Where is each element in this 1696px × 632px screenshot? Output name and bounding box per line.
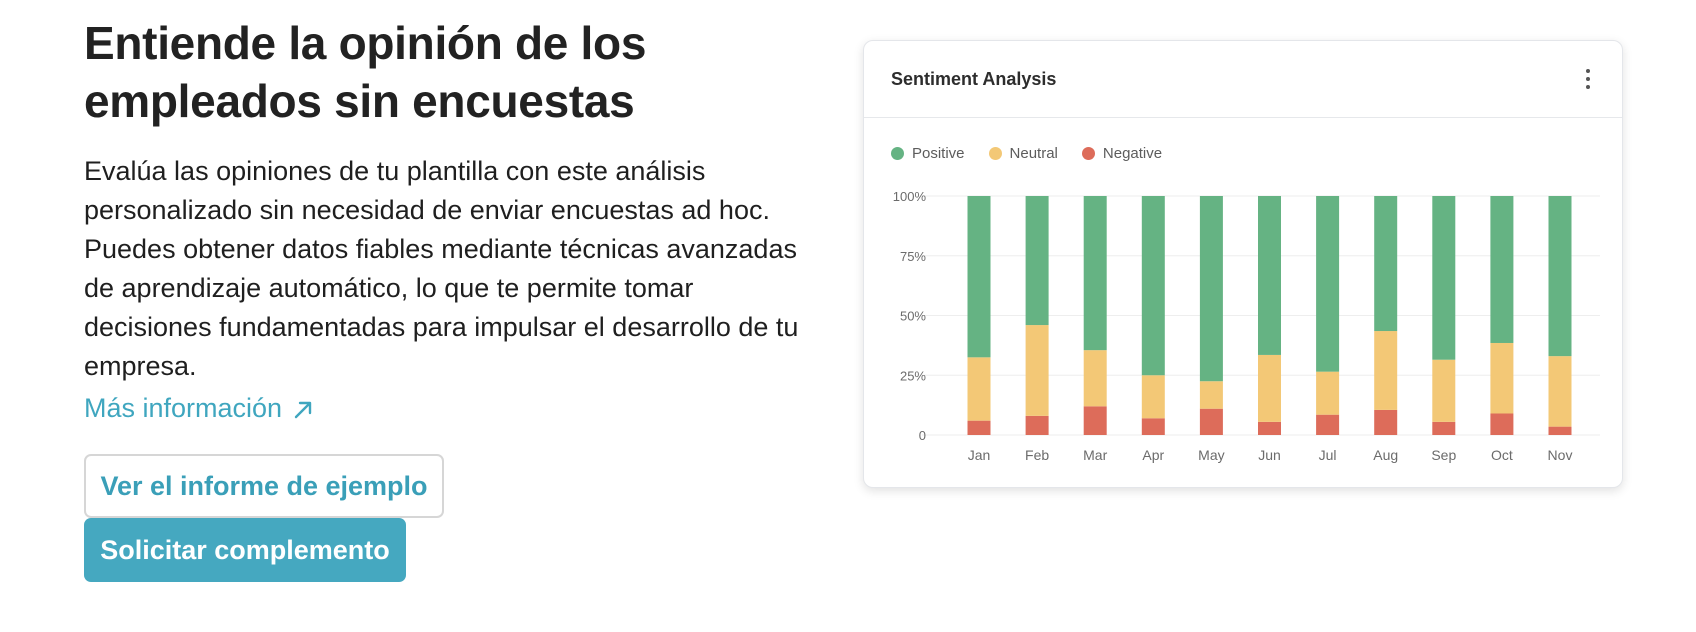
x-tick-label: Sep (1431, 447, 1456, 463)
page-title: Entiende la opinión de los empleados sin… (84, 14, 824, 130)
bar-neutral (1083, 350, 1107, 407)
bar-positive (1374, 196, 1398, 332)
bar-negative (1258, 421, 1281, 435)
x-tick-label: Jun (1258, 447, 1281, 463)
bar-neutral (1141, 375, 1165, 419)
bar-neutral (1548, 356, 1572, 427)
y-tick-label: 100% (893, 189, 927, 204)
bar-neutral (1199, 381, 1223, 409)
bar-negative (1548, 426, 1572, 435)
x-tick-label: Aug (1373, 447, 1398, 463)
hero-section: Entiende la opinión de los empleados sin… (84, 14, 824, 432)
bar-negative (1141, 418, 1165, 435)
negative-swatch (1081, 147, 1095, 160)
x-tick-label: Nov (1548, 447, 1573, 463)
stacked-bar-chart: 0 25% 50% 75% 100% Jan Feb Mar Apr May Jun Jul Aug Se… (893, 189, 1600, 463)
title-line-2: empleados sin encuestas (84, 75, 635, 127)
bar-negative (1199, 408, 1223, 435)
x-tick-label: Feb (1025, 447, 1049, 463)
legend-positive-label: Positive (912, 145, 965, 162)
bar-negative (1432, 421, 1456, 435)
description: Evalúa las opiniones de tu plantilla con… (84, 156, 799, 381)
request-addon-button[interactable]: Solicitar complemento (84, 518, 406, 582)
y-tick-label: 0 (919, 428, 926, 443)
x-tick-label: Mar (1083, 447, 1107, 463)
y-tick-label: 75% (900, 249, 926, 264)
bar-positive (1141, 196, 1165, 376)
bar-positive (1490, 196, 1514, 343)
legend-negative-label: Negative (1102, 145, 1163, 162)
bar-neutral (1316, 371, 1340, 415)
chart-legend: Positive Neutral Negative (891, 145, 1162, 162)
bar-negative (1316, 414, 1340, 435)
bar-positive (1258, 196, 1281, 355)
y-tick-label: 25% (900, 368, 926, 383)
view-sample-report-button[interactable]: Ver el informe de ejemplo (84, 454, 444, 518)
bar-negative (1025, 415, 1049, 435)
legend-neutral: Neutral (988, 145, 1058, 162)
legend-positive: Positive (891, 145, 965, 162)
bar-negative (1374, 409, 1398, 435)
bar-positive (1199, 196, 1223, 382)
more-info-link[interactable]: Más información (84, 388, 314, 432)
x-tick-label: Apr (1142, 447, 1164, 463)
bar-neutral (1258, 354, 1281, 422)
card-header: Sentiment Analysis (864, 41, 1622, 118)
sentiment-analysis-card: Sentiment Analysis Positive Neutral Nega… (863, 40, 1623, 488)
bar-positive (967, 196, 991, 358)
x-tick-label: Oct (1491, 447, 1513, 463)
bar-positive (1025, 196, 1049, 326)
bar-negative (1083, 406, 1107, 435)
more-info-label: Más información (84, 393, 283, 423)
bar-positive (1548, 196, 1572, 357)
external-arrow-icon (292, 392, 314, 432)
card-title: Sentiment Analysis (891, 68, 1057, 89)
neutral-swatch (988, 147, 1002, 160)
bar-neutral (1490, 342, 1514, 414)
bar-positive (1083, 196, 1107, 351)
x-tick-label: May (1198, 447, 1224, 463)
legend-negative: Negative (1081, 145, 1163, 162)
bar-neutral (967, 357, 991, 421)
kebab-menu-icon[interactable] (1582, 68, 1594, 90)
x-tick-label: Jul (1319, 447, 1337, 463)
bar-neutral (1432, 359, 1456, 422)
title-line-1: Entiende la opinión de los (84, 17, 647, 69)
bar-neutral (1374, 331, 1398, 410)
bar-positive (1432, 196, 1456, 360)
x-tick-label: Jan (968, 447, 991, 463)
y-tick-label: 50% (900, 309, 926, 324)
legend-neutral-label: Neutral (1009, 145, 1058, 162)
bar-negative (967, 420, 991, 435)
positive-swatch (891, 147, 904, 160)
bar-positive (1316, 196, 1340, 372)
bar-neutral (1025, 325, 1049, 416)
bar-negative (1490, 413, 1514, 435)
